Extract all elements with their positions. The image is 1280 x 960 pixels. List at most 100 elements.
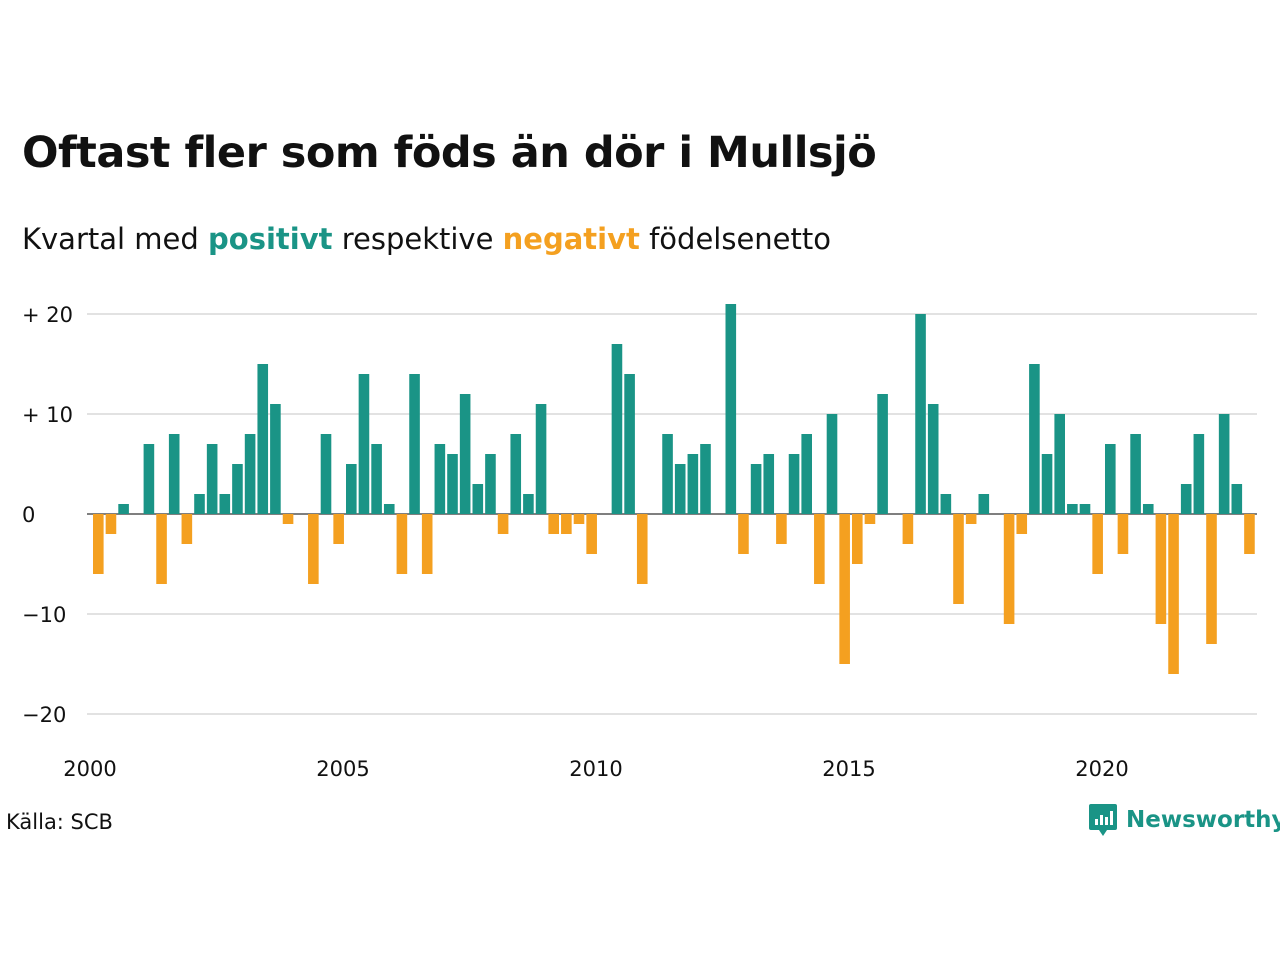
- bar-negative: [93, 514, 104, 574]
- bar-positive: [320, 434, 332, 514]
- bar-positive: [1054, 414, 1065, 514]
- x-tick-label: 2020: [1075, 757, 1128, 781]
- bar-chart: + 20 + 10 0 −10 −20 2000 2005 2010 2015 2020: [22, 303, 1257, 781]
- bar-positive: [750, 464, 762, 514]
- bar-negative: [965, 514, 977, 524]
- bar-negative: [953, 514, 964, 604]
- y-tick-label: + 10: [22, 403, 73, 427]
- bar-positive: [1193, 434, 1205, 514]
- bar-negative: [282, 514, 294, 524]
- bar-positive: [927, 404, 939, 514]
- bar-positive: [1218, 414, 1230, 514]
- bar-negative: [561, 514, 572, 534]
- bar-positive: [877, 394, 888, 514]
- bar-positive: [1105, 444, 1116, 514]
- bar-positive: [523, 494, 534, 514]
- bar-positive: [788, 454, 800, 514]
- bar-positive: [409, 374, 420, 514]
- bar-negative: [573, 514, 585, 524]
- bar-negative: [1244, 514, 1255, 554]
- bar-positive: [801, 434, 812, 514]
- bar-positive: [940, 494, 952, 514]
- bar-positive: [624, 374, 635, 514]
- bar-negative: [1117, 514, 1129, 554]
- bar-positive: [168, 434, 180, 514]
- bar-positive: [206, 444, 218, 514]
- x-tick-label: 2005: [316, 757, 369, 781]
- bar-positive: [1180, 484, 1192, 514]
- bar-positive: [1231, 484, 1243, 514]
- bar-positive: [232, 464, 243, 514]
- bar-negative: [181, 514, 193, 544]
- brand-name: Newsworthy: [1126, 807, 1280, 833]
- bar-positive: [1130, 434, 1141, 514]
- bar-positive: [447, 454, 458, 514]
- bar-positive: [346, 464, 357, 514]
- source-note: Källa: SCB: [6, 810, 113, 834]
- bar-positive: [194, 494, 205, 514]
- x-tick-label: 2015: [822, 757, 875, 781]
- bar-negative: [1155, 514, 1167, 624]
- bar-positive: [244, 434, 256, 514]
- bar-negative: [814, 514, 825, 584]
- bar-positive: [371, 444, 382, 514]
- bar-negative: [396, 514, 408, 574]
- bar-positive: [611, 344, 623, 514]
- bar-positive: [662, 434, 673, 514]
- y-tick-label: −20: [22, 703, 66, 727]
- subtitle-negative-label: negativt: [502, 222, 640, 256]
- bar-positive: [674, 464, 686, 514]
- bar-positive: [763, 454, 775, 514]
- subtitle-prefix: Kvartal med: [22, 222, 199, 256]
- bar-positive: [459, 394, 471, 514]
- bar-positive: [1079, 504, 1091, 514]
- bar-negative: [636, 514, 648, 584]
- bar-negative: [902, 514, 914, 544]
- bar-negative: [421, 514, 433, 574]
- bar-negative: [864, 514, 876, 524]
- bar-negative: [1092, 514, 1103, 574]
- bar-positive: [143, 444, 155, 514]
- bar-positive: [472, 484, 484, 514]
- bar-negative: [1003, 514, 1015, 624]
- y-tick-label: + 20: [22, 303, 73, 327]
- bar-negative: [1206, 514, 1217, 644]
- bar-negative: [497, 514, 509, 534]
- bar-negative: [1168, 514, 1179, 674]
- chart-subtitle: Kvartal med positivt respektive negativt…: [22, 222, 831, 256]
- x-tick-label: 2000: [63, 757, 116, 781]
- brand-logo: Newsworthy: [1088, 803, 1280, 837]
- bar-negative: [852, 514, 863, 564]
- bar-positive: [257, 364, 269, 514]
- bar-negative: [308, 514, 319, 584]
- subtitle-suffix: födelsenetto: [649, 222, 831, 256]
- bar-negative: [105, 514, 117, 534]
- bar-negative: [548, 514, 559, 534]
- subtitle-middle: respektive: [341, 222, 494, 256]
- bar-positive: [700, 444, 711, 514]
- bar-negative: [738, 514, 749, 554]
- x-tick-label: 2010: [569, 757, 622, 781]
- bar-positive: [978, 494, 990, 514]
- bar-positive: [1041, 454, 1053, 514]
- bar-positive: [510, 434, 522, 514]
- bar-negative: [156, 514, 167, 584]
- y-tick-label: 0: [22, 503, 35, 527]
- bar-positive: [725, 304, 737, 514]
- bar-positive: [434, 444, 446, 514]
- bar-negative: [776, 514, 787, 544]
- bar-positive: [535, 404, 547, 514]
- subtitle-positive-label: positivt: [208, 222, 333, 256]
- bar-positive: [358, 374, 370, 514]
- bar-positive: [270, 404, 281, 514]
- chart-title: Oftast fler som föds än dör i Mullsjö: [22, 128, 877, 178]
- bar-positive: [826, 414, 838, 514]
- bar-negative: [333, 514, 344, 544]
- newsworthy-logo-icon: [1089, 804, 1117, 836]
- bar-positive: [687, 454, 699, 514]
- bar-negative: [586, 514, 597, 554]
- bar-positive: [915, 314, 926, 514]
- bar-positive: [118, 504, 129, 514]
- bar-positive: [485, 454, 496, 514]
- bar-positive: [383, 504, 395, 514]
